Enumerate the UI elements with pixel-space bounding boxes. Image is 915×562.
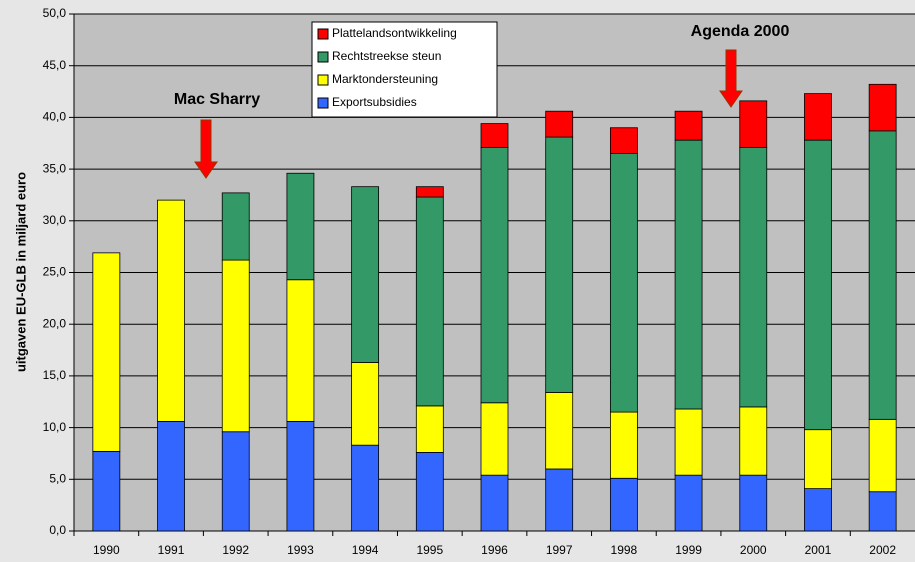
bar-segment bbox=[157, 199, 185, 422]
bar-segment bbox=[674, 408, 703, 476]
bar-segment bbox=[868, 418, 897, 493]
legend-label: Rechtstreekse steun bbox=[332, 49, 441, 63]
y-tick-label: 5,0 bbox=[49, 471, 66, 485]
annotation: Mac Sharry bbox=[174, 91, 260, 108]
bar-segment bbox=[480, 123, 509, 148]
y-tick-label: 50,0 bbox=[43, 6, 67, 20]
y-tick-label: 30,0 bbox=[43, 213, 67, 227]
bar-segment bbox=[674, 110, 703, 141]
x-tick-label: 1994 bbox=[352, 543, 379, 557]
bar-segment bbox=[609, 127, 638, 154]
x-tick-label: 1990 bbox=[93, 543, 120, 557]
bar-segment bbox=[674, 139, 703, 410]
annotation: Agenda 2000 bbox=[691, 23, 790, 40]
x-tick-label: 1995 bbox=[416, 543, 443, 557]
bar-segment bbox=[92, 450, 121, 532]
bar-segment bbox=[415, 186, 444, 198]
y-tick-label: 15,0 bbox=[43, 368, 67, 382]
legend-swatch bbox=[317, 97, 329, 109]
arrow bbox=[719, 49, 743, 108]
x-tick-label: 1999 bbox=[675, 543, 702, 557]
bar-segment bbox=[609, 477, 638, 532]
y-tick-label: 25,0 bbox=[43, 265, 67, 279]
legend-label: Marktondersteuning bbox=[332, 72, 438, 86]
bar-segment bbox=[545, 110, 574, 138]
bar-segment bbox=[804, 429, 832, 490]
legend-box bbox=[311, 21, 498, 118]
bar-segment bbox=[157, 420, 185, 532]
bar-segment bbox=[480, 146, 509, 404]
bar-segment bbox=[545, 136, 574, 393]
bar-segment bbox=[221, 259, 250, 433]
bar-segment bbox=[739, 146, 768, 408]
bar-segment bbox=[286, 420, 315, 532]
y-axis-label: uitgaven EU-GLB in miljard euro bbox=[13, 172, 28, 372]
bar-segment bbox=[804, 488, 832, 532]
bar-segment bbox=[868, 130, 897, 420]
y-tick-label: 40,0 bbox=[43, 110, 67, 124]
y-tick-label: 0,0 bbox=[49, 523, 66, 537]
bar-segment bbox=[868, 491, 897, 532]
bar-segment bbox=[545, 468, 574, 532]
bar-segment bbox=[739, 100, 768, 148]
bar-segment bbox=[221, 431, 250, 532]
bar-segment bbox=[674, 474, 703, 532]
legend-swatch bbox=[317, 51, 329, 63]
bar-segment bbox=[804, 93, 832, 141]
y-tick-label: 45,0 bbox=[43, 58, 67, 72]
legend-swatch bbox=[317, 28, 329, 40]
y-tick-label: 10,0 bbox=[43, 420, 67, 434]
y-tick-label: 20,0 bbox=[43, 316, 67, 330]
legend-label: Exportsubsidies bbox=[332, 95, 417, 109]
bar-segment bbox=[609, 153, 638, 413]
x-tick-label: 1998 bbox=[611, 543, 638, 557]
legend-swatch bbox=[317, 74, 329, 86]
x-tick-label: 1997 bbox=[546, 543, 573, 557]
x-tick-label: 2002 bbox=[869, 543, 896, 557]
bar-segment bbox=[286, 279, 315, 422]
bar-segment bbox=[221, 192, 250, 261]
bar-segment bbox=[415, 196, 444, 407]
bar-segment bbox=[351, 362, 380, 446]
x-tick-label: 1992 bbox=[222, 543, 249, 557]
bar-segment bbox=[286, 172, 315, 281]
x-tick-label: 2001 bbox=[805, 543, 832, 557]
x-tick-label: 1991 bbox=[158, 543, 185, 557]
arrow bbox=[194, 119, 218, 179]
x-tick-label: 1993 bbox=[287, 543, 314, 557]
bar-segment bbox=[545, 392, 574, 470]
y-tick-label: 35,0 bbox=[43, 161, 67, 175]
bar-segment bbox=[351, 186, 380, 363]
bar-segment bbox=[480, 474, 509, 532]
bar-segment bbox=[351, 444, 380, 532]
legend-label: Plattelandsontwikkeling bbox=[332, 26, 457, 40]
bar-segment bbox=[92, 252, 121, 452]
x-tick-label: 1996 bbox=[481, 543, 508, 557]
bar-segment bbox=[739, 406, 768, 476]
bar-segment bbox=[868, 83, 897, 132]
bar-segment bbox=[480, 402, 509, 476]
bar-segment bbox=[609, 411, 638, 479]
bar-segment bbox=[739, 474, 768, 532]
bar-segment bbox=[415, 405, 444, 453]
x-tick-label: 2000 bbox=[740, 543, 767, 557]
bar-segment bbox=[415, 452, 444, 532]
bar-segment bbox=[804, 139, 832, 431]
